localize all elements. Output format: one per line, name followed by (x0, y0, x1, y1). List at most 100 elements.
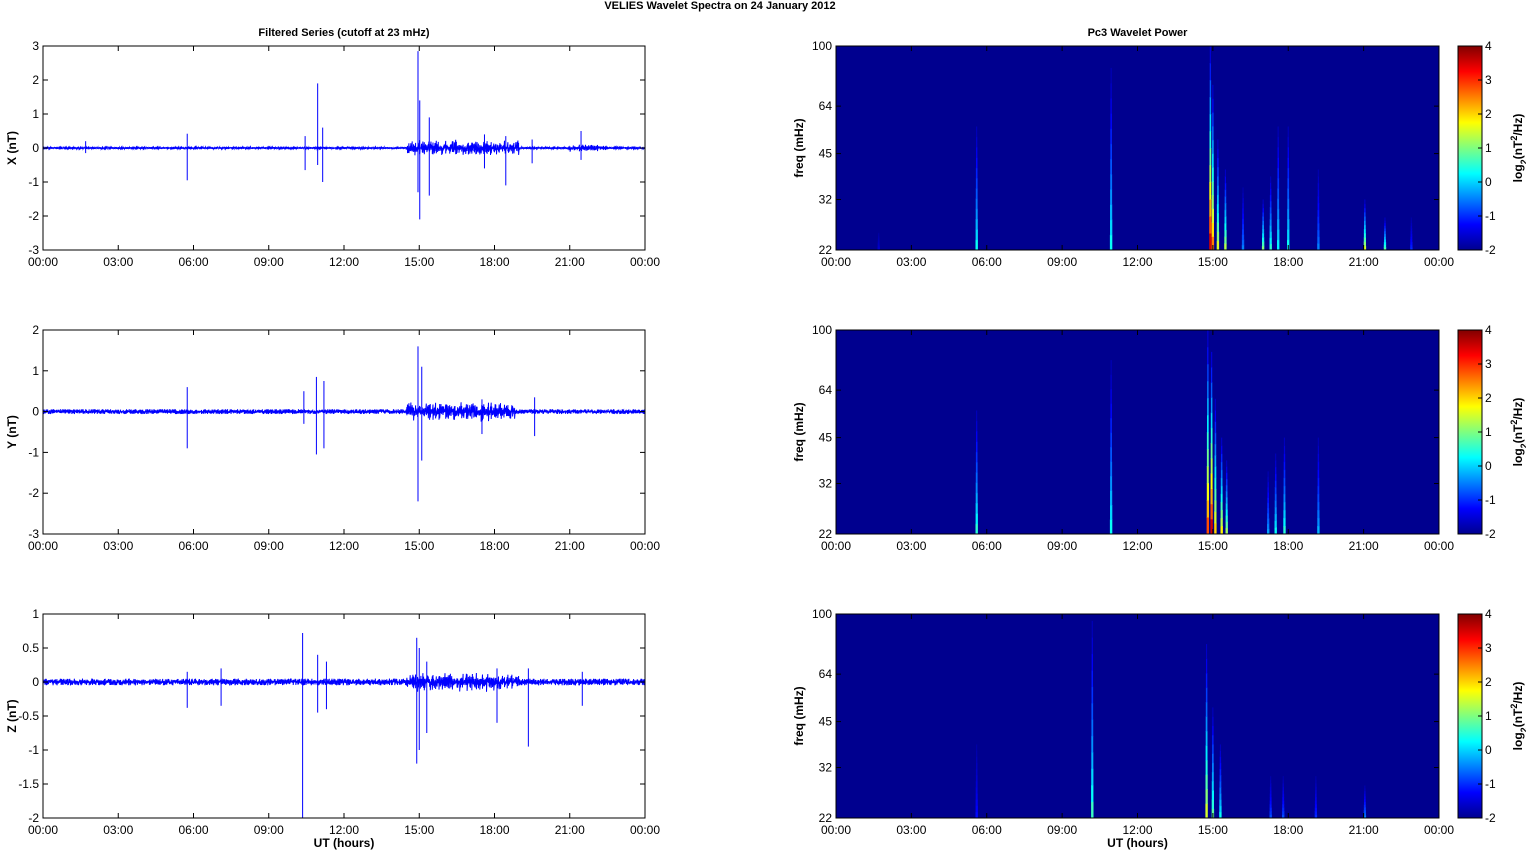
wavelet-streak-segment (1274, 487, 1277, 495)
wavelet-streak-segment (1317, 526, 1320, 535)
wavelet-streak-segment (1283, 509, 1286, 519)
wavelet-streak-segment (1219, 744, 1221, 751)
wavelet-streak-segment (1212, 762, 1214, 773)
wavelet-streak-segment (1206, 500, 1209, 518)
wavelet-streak-segment (1210, 503, 1213, 520)
wavelet-streak-segment (1282, 807, 1285, 812)
y-tick-label: 0 (32, 405, 39, 419)
wavelet-streak-segment (975, 472, 978, 484)
y-tick-label: 32 (819, 477, 833, 491)
wavelet-streak-segment (1363, 237, 1366, 243)
wavelet-streak-segment (976, 126, 978, 138)
x-tick-label: 00:00 (1424, 255, 1454, 269)
chart-panel-5: 22 32 45 64 100 freq (mHz) -2 -1 0 1 2 3 4 log2(nT2/H… (792, 607, 1526, 850)
wavelet-streak-segment (1277, 136, 1279, 148)
colorbar-tick-label: -1 (1485, 777, 1496, 791)
wavelet-streak-segment (1269, 207, 1272, 214)
wavelet-streak-segment (1241, 244, 1245, 251)
wavelet-streak-segment (1287, 157, 1289, 169)
wavelet-streak-segment (1267, 502, 1269, 509)
wavelet-streak-segment (1364, 788, 1366, 792)
x-tick-label: 18:00 (479, 255, 509, 269)
wavelet-streak-segment (1242, 229, 1244, 235)
wavelet-streak-segment (1219, 799, 1222, 807)
wavelet-streak-segment (1217, 185, 1219, 196)
y-axis-label: Y (nT) (5, 415, 19, 449)
figure-title: VELIES Wavelet Spectra on 24 January 201… (604, 0, 835, 12)
wavelet-streak-segment (1224, 243, 1227, 251)
wavelet-streak-segment (1110, 143, 1112, 160)
wavelet-streak-segment (1110, 461, 1113, 477)
x-tick-label: 03:00 (896, 255, 926, 269)
wavelet-streak-segment (975, 805, 978, 813)
wavelet-streak-segment (1110, 189, 1113, 205)
wavelet-streak-segment (1274, 527, 1277, 535)
wavelet-streak-segment (1314, 814, 1318, 819)
wavelet-streak-segment (1242, 208, 1244, 214)
wavelet-streak-segment (1315, 786, 1317, 791)
wavelet-streak-segment (1314, 807, 1317, 812)
colorbar-tick-label: 2 (1485, 675, 1492, 689)
wavelet-streak-segment (1214, 522, 1217, 535)
x-tick-label: 00:00 (630, 823, 660, 837)
wavelet-streak-segment (1209, 165, 1212, 183)
wavelet-streak-segment (1282, 814, 1285, 819)
y-tick-label: 64 (819, 383, 833, 397)
wavelet-streak-segment (1221, 453, 1223, 463)
wavelet-streak-segment (1210, 458, 1213, 474)
wavelet-streak-segment (1206, 658, 1208, 674)
wavelet-streak-segment (1210, 473, 1213, 489)
wavelet-streak-segment (1364, 207, 1366, 213)
wavelet-streak-segment (1211, 194, 1214, 210)
y-tick-label: -1 (28, 743, 39, 757)
wavelet-streak-segment (1207, 415, 1209, 433)
wavelet-streak-segment (976, 420, 978, 432)
x-tick-label: 00:00 (28, 823, 58, 837)
wavelet-streak-segment (1205, 745, 1208, 761)
wavelet-streak-segment (1283, 517, 1286, 527)
heatmap-background (836, 46, 1439, 250)
wavelet-streak-segment (976, 762, 978, 770)
wavelet-streak-segment (1205, 687, 1208, 703)
wavelet-streak-segment (1277, 167, 1279, 179)
wavelet-streak-segment (1206, 432, 1209, 450)
y-tick-label: 100 (812, 323, 832, 337)
wavelet-streak-segment (1317, 445, 1319, 455)
wavelet-streak-segment (1262, 199, 1264, 205)
wavelet-streak-segment (1214, 488, 1217, 501)
wavelet-streak-segment (1212, 153, 1214, 168)
wavelet-streak-segment (1383, 247, 1387, 251)
wavelet-streak-segment (1317, 182, 1320, 191)
wavelet-streak-segment (1219, 750, 1221, 758)
x-tick-label: 21:00 (555, 255, 585, 269)
wavelet-streak-segment (1110, 432, 1112, 448)
wavelet-streak-segment (1205, 803, 1208, 819)
wavelet-streak-segment (1211, 236, 1215, 251)
wavelet-streak-segment (1110, 505, 1113, 520)
wavelet-streak-segment (877, 241, 880, 244)
wavelet-streak-segment (1363, 807, 1366, 811)
wavelet-streak-segment (1224, 216, 1227, 224)
y-tick-label: 3 (32, 39, 39, 53)
wavelet-streak-segment (976, 157, 978, 169)
y-tick-label: 64 (819, 667, 833, 681)
wavelet-streak-segment (1283, 453, 1286, 463)
chart-panel-2: -2 -1.5 -1 -0.5 0 0.5 1 Z (nT) 00:00 03:00 06:00 09… (5, 607, 660, 850)
wavelet-streak-segment (1410, 241, 1413, 246)
x-tick-label: 06:00 (972, 255, 1002, 269)
wavelet-streak-segment (1317, 493, 1320, 503)
wavelet-streak-segment (1211, 799, 1214, 810)
wavelet-streak-segment (1269, 790, 1272, 795)
wavelet-streak-segment (1410, 220, 1412, 224)
wavelet-streak-segment (975, 208, 978, 220)
wavelet-streak-segment (1219, 811, 1222, 819)
wavelet-streak-segment (1224, 223, 1227, 231)
wavelet-streak-segment (1209, 131, 1212, 149)
wavelet-streak-segment (1221, 437, 1223, 447)
wavelet-streak-segment (1315, 797, 1317, 802)
x-tick-label: 09:00 (1047, 823, 1077, 837)
plot-area (43, 330, 645, 534)
wavelet-streak-segment (1261, 245, 1265, 251)
wavelet-streak-segment (1287, 198, 1290, 210)
